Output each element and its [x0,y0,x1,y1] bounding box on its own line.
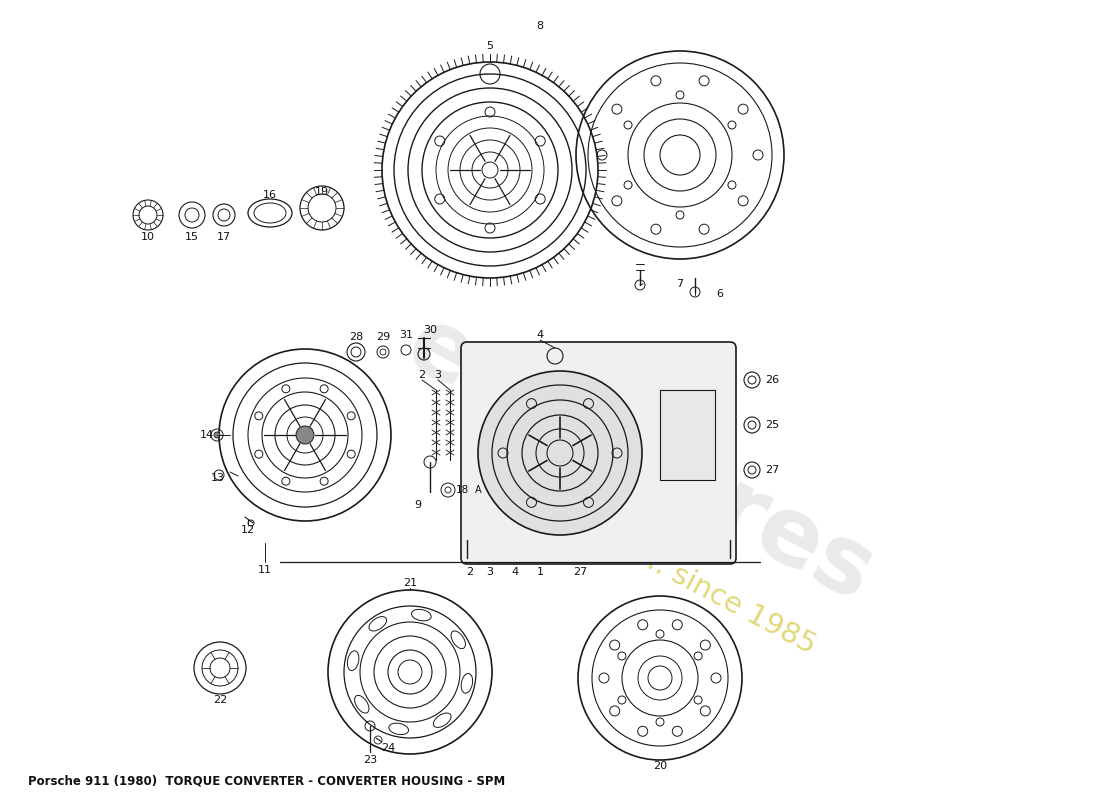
Text: 29: 29 [376,332,390,342]
Text: 10: 10 [141,232,155,242]
Text: 11: 11 [258,565,272,575]
Text: 13: 13 [211,473,226,483]
Text: 18: 18 [455,485,469,495]
Text: 26: 26 [764,375,779,385]
Text: 22: 22 [213,695,227,705]
Text: A: A [475,485,482,495]
Text: 3: 3 [434,370,441,380]
Text: 8: 8 [537,21,543,31]
Text: 16: 16 [263,190,277,200]
Text: 5: 5 [486,41,494,51]
Text: 14: 14 [200,430,214,440]
Text: 24: 24 [381,743,395,753]
Text: Porsche 911 (1980)  TORQUE CONVERTER - CONVERTER HOUSING - SPM: Porsche 911 (1980) TORQUE CONVERTER - CO… [28,775,505,788]
Text: 2: 2 [466,567,474,577]
Text: 31: 31 [399,330,412,340]
Text: 7: 7 [676,279,683,289]
Circle shape [296,426,314,444]
Text: eurofères: eurofères [390,298,889,622]
Bar [660,390,715,480]
Text: 4: 4 [512,567,518,577]
Text: 3: 3 [486,567,494,577]
Text: 28: 28 [349,332,363,342]
Text: 27: 27 [573,567,587,577]
Text: 12: 12 [241,525,255,535]
FancyBboxPatch shape [461,342,736,564]
Text: 25: 25 [764,420,779,430]
Text: a passion for ... since 1985: a passion for ... since 1985 [460,450,821,660]
Circle shape [214,432,220,438]
Text: 9: 9 [415,500,421,510]
Text: 27: 27 [764,465,779,475]
Text: 23: 23 [363,755,377,765]
Text: 4: 4 [537,330,543,340]
Text: 17: 17 [217,232,231,242]
Text: 19: 19 [315,187,329,197]
Text: 1: 1 [537,567,543,577]
Text: 15: 15 [185,232,199,242]
Text: 2: 2 [418,370,426,380]
Circle shape [478,371,642,535]
Text: 20: 20 [653,761,667,771]
Text: 30: 30 [424,325,437,335]
Text: 6: 6 [716,289,724,299]
Text: 21: 21 [403,578,417,588]
